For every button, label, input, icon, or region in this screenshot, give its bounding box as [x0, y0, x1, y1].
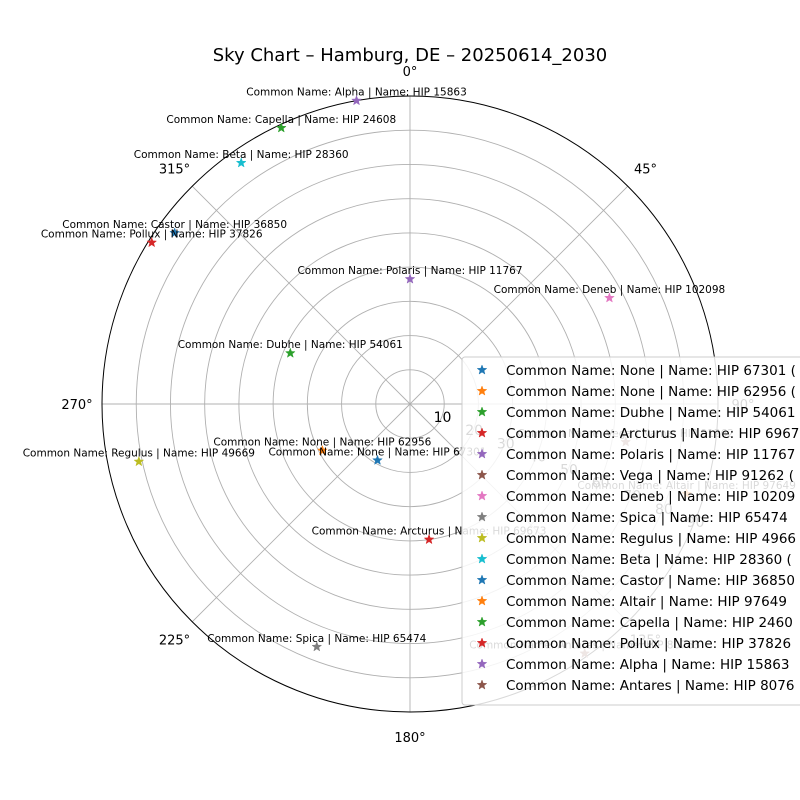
- legend-entry: Common Name: Alpha | Name: HIP 15863: [506, 657, 789, 673]
- star-label: Common Name: Pollux | Name: HIP 37826: [41, 229, 263, 241]
- star-marker: [235, 157, 247, 168]
- star-marker: [316, 444, 328, 456]
- star-marker: [275, 122, 287, 133]
- legend-entry: Common Name: Regulus | Name: HIP 4966: [506, 531, 796, 547]
- star-label: Common Name: None | Name: HIP 62956: [213, 437, 431, 449]
- angle-tick-label: 45°: [634, 163, 657, 178]
- star-label: Common Name: Castor | Name: HIP 36850: [62, 219, 287, 231]
- angle-tick-label: 225°: [159, 633, 190, 648]
- star-marker: [133, 455, 145, 467]
- legend-marker: [476, 679, 488, 690]
- legend-marker: [476, 385, 488, 396]
- legend-entry: Common Name: Arcturus | Name: HIP 6967: [506, 426, 799, 442]
- legend-entry: Common Name: Deneb | Name: HIP 10209: [506, 489, 795, 505]
- legend-marker: [476, 532, 488, 543]
- legend-entry: Common Name: Polaris | Name: HIP 11767: [506, 447, 795, 463]
- legend-entry: Common Name: Castor | Name: HIP 36850: [506, 573, 795, 589]
- legend-marker: [476, 448, 488, 459]
- legend-entry: Common Name: None | Name: HIP 67301 (: [506, 363, 796, 379]
- legend-marker: [476, 595, 488, 606]
- star-marker: [351, 94, 362, 106]
- legend-entry: Common Name: Spica | Name: HIP 65474: [506, 510, 788, 526]
- legend-entry: Common Name: Beta | Name: HIP 28360 (: [506, 552, 792, 568]
- radial-tick-label: 10: [434, 410, 452, 426]
- angle-tick-label: 0°: [403, 65, 418, 80]
- legend-entry: Common Name: Altair | Name: HIP 97649: [506, 594, 787, 610]
- legend-marker: [476, 637, 488, 648]
- legend-marker: [476, 364, 488, 375]
- star-marker: [284, 347, 296, 358]
- star-label: Common Name: Capella | Name: HIP 24608: [166, 114, 396, 126]
- legend-marker: [476, 511, 488, 522]
- angle-tick-label: 270°: [61, 398, 92, 413]
- star-marker: [311, 641, 323, 652]
- chart-title: Sky Chart – Hamburg, DE – 20250614_2030: [213, 45, 607, 66]
- legend-entry: Common Name: Vega | Name: HIP 91262 (: [506, 468, 794, 484]
- legend-marker: [476, 616, 488, 627]
- star-label: Common Name: Alpha | Name: HIP 15863: [246, 87, 466, 99]
- star-label: Common Name: Dubhe | Name: HIP 54061: [178, 339, 403, 351]
- legend-marker: [476, 490, 488, 501]
- star-marker: [423, 533, 435, 545]
- angle-tick-label: 180°: [394, 731, 425, 746]
- legend-box: [461, 356, 800, 706]
- star-marker: [146, 236, 158, 248]
- legend-entry: Common Name: Capella | Name: HIP 2460: [506, 615, 793, 631]
- legend-entry: Common Name: Pollux | Name: HIP 37826: [506, 636, 791, 652]
- star-label: Common Name: Beta | Name: HIP 28360: [134, 149, 349, 161]
- legend: Common Name: None | Name: HIP 67301 ( Com…: [461, 356, 800, 706]
- star-label: Common Name: Polaris | Name: HIP 11767: [297, 265, 522, 277]
- legend-marker: [476, 658, 488, 669]
- star-label: Common Name: Spica | Name: HIP 65474: [207, 633, 426, 645]
- star-marker: [404, 273, 416, 284]
- legend-marker: [476, 406, 488, 417]
- star-label: Common Name: Deneb | Name: HIP 102098: [494, 284, 726, 296]
- angle-tick-label: 315°: [159, 163, 190, 178]
- star-label: Common Name: Regulus | Name: HIP 49669: [23, 448, 255, 460]
- star-marker: [603, 292, 615, 303]
- legend-marker: [476, 469, 488, 480]
- legend-marker: [476, 427, 488, 438]
- star-marker: [372, 454, 383, 465]
- star-label: Common Name: None | Name: HIP 67301: [268, 446, 486, 458]
- legend-marker: [476, 574, 488, 585]
- legend-entry: Common Name: Dubhe | Name: HIP 54061: [506, 405, 795, 421]
- angular-grid-line: [191, 185, 411, 405]
- legend-entry: Common Name: None | Name: HIP 62956 (: [506, 384, 796, 400]
- legend-entry: Common Name: Antares | Name: HIP 8076: [506, 678, 794, 694]
- angular-grid-line: [409, 185, 629, 405]
- star-marker: [169, 227, 181, 238]
- angular-grid-line: [191, 403, 411, 623]
- legend-marker: [476, 553, 488, 564]
